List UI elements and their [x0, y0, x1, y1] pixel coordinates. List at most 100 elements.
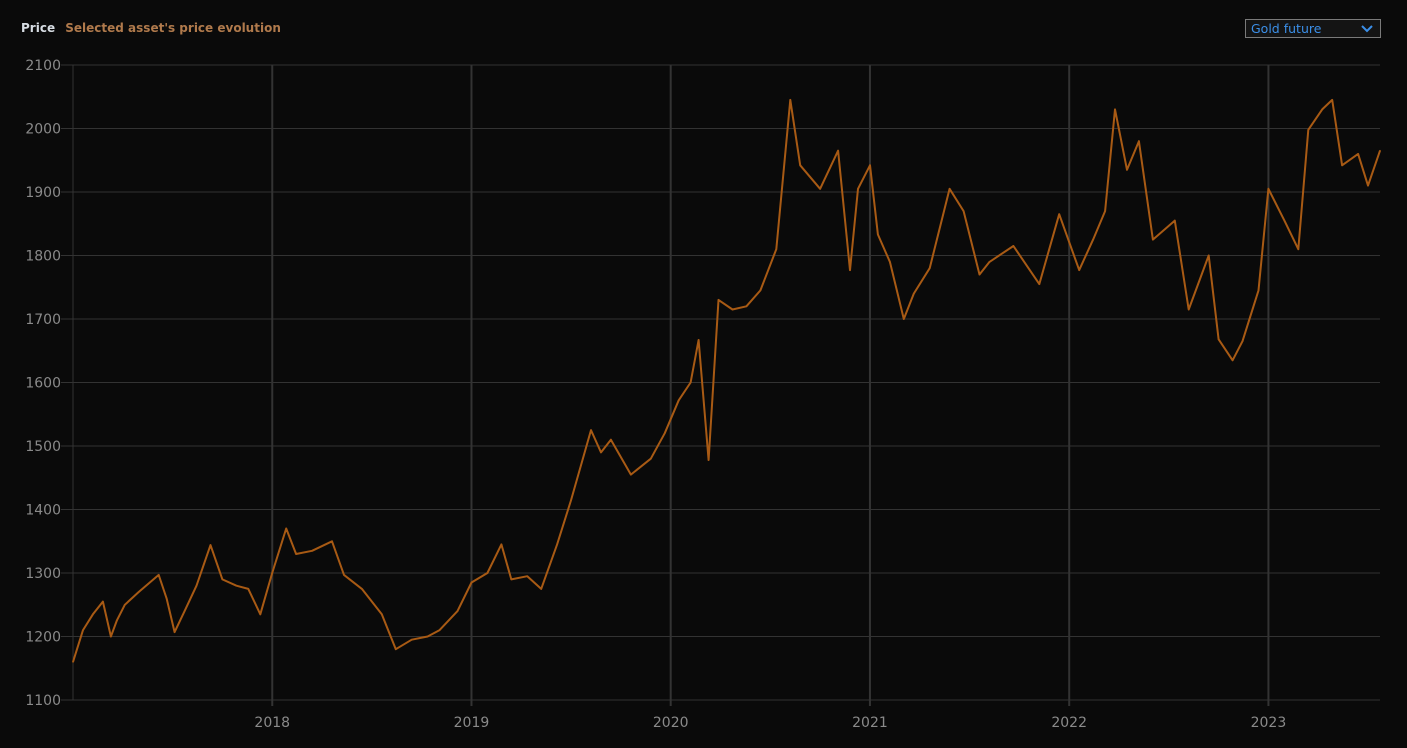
- asset-select[interactable]: Gold future: [1245, 19, 1381, 38]
- price-point: [630, 473, 632, 476]
- price-point: [470, 581, 473, 584]
- price-point: [1104, 210, 1106, 212]
- price-point: [1092, 238, 1094, 241]
- price-point: [948, 188, 951, 190]
- price-point: [1138, 140, 1140, 142]
- price-point: [707, 459, 710, 461]
- price-point: [1297, 248, 1300, 250]
- price-point: [1241, 340, 1244, 343]
- price-point: [570, 499, 572, 501]
- y-tick-label: 2100: [25, 58, 61, 74]
- x-tick-label: 2023: [1251, 715, 1287, 731]
- price-point: [311, 549, 313, 552]
- price-point: [1038, 283, 1041, 285]
- price-point: [1331, 99, 1333, 101]
- price-point: [500, 543, 503, 546]
- price-point: [124, 603, 126, 606]
- x-tick-label: 2022: [1051, 715, 1087, 731]
- price-point: [82, 629, 84, 631]
- price-point: [697, 339, 700, 341]
- price-point: [789, 99, 792, 101]
- price-point: [116, 619, 118, 622]
- price-point: [486, 572, 489, 574]
- price-point: [912, 292, 915, 295]
- price-point: [526, 575, 529, 577]
- price-point: [285, 527, 287, 530]
- price-point: [717, 299, 720, 301]
- price-point: [102, 600, 104, 603]
- price-point: [1114, 108, 1116, 111]
- price-point: [978, 273, 981, 276]
- price-point: [394, 648, 397, 650]
- price-point: [173, 631, 176, 633]
- asset-select-value: Gold future: [1251, 21, 1322, 36]
- price-point: [410, 638, 413, 641]
- price-point: [610, 438, 612, 441]
- price-point: [759, 289, 762, 292]
- price-point: [677, 399, 680, 402]
- price-point: [1217, 338, 1220, 341]
- price-point: [799, 164, 802, 167]
- chart-subtitle: Selected asset's price evolution: [65, 21, 281, 35]
- price-point: [1173, 219, 1176, 222]
- price-point: [165, 597, 168, 600]
- price-point: [988, 261, 991, 263]
- chevron-down-icon: [1361, 20, 1373, 42]
- y-tick-label: 1400: [25, 503, 61, 519]
- x-tick-label: 2019: [454, 715, 490, 731]
- price-point: [1357, 153, 1359, 155]
- price-point: [510, 578, 513, 581]
- price-point: [1012, 245, 1015, 247]
- price-point: [1058, 213, 1061, 216]
- price-point: [1126, 168, 1128, 171]
- price-point: [540, 588, 543, 590]
- price-point: [1267, 188, 1270, 190]
- y-tick-label: 2000: [25, 122, 61, 138]
- price-point: [775, 248, 778, 250]
- price-point: [183, 610, 186, 612]
- price-line: [72, 98, 1381, 663]
- price-point: [889, 261, 891, 263]
- price-point: [1078, 269, 1080, 271]
- price-point: [72, 661, 74, 663]
- price-point: [731, 308, 734, 311]
- price-point: [456, 610, 459, 612]
- price-point: [209, 544, 212, 546]
- y-tick-label: 1800: [25, 249, 61, 265]
- price-point: [157, 574, 160, 576]
- price-point: [331, 540, 333, 543]
- price-point: [819, 188, 821, 190]
- price-point: [1207, 254, 1210, 257]
- price-point: [1152, 238, 1154, 241]
- price-point: [689, 381, 692, 384]
- price-point: [857, 188, 859, 190]
- price-point: [195, 584, 198, 587]
- price-point: [1307, 128, 1310, 131]
- price-point: [361, 588, 363, 590]
- price-point: [92, 613, 94, 616]
- price-point: [649, 457, 652, 460]
- price-point: [590, 429, 592, 431]
- price-point: [426, 635, 429, 638]
- x-tick-label: 2020: [653, 715, 689, 731]
- price-point: [849, 269, 851, 271]
- price-point: [381, 613, 383, 616]
- y-tick-label: 1200: [25, 630, 61, 646]
- price-point: [1257, 289, 1260, 292]
- price-point: [343, 574, 345, 576]
- price-point: [271, 572, 274, 574]
- price-point: [928, 267, 931, 270]
- price-point: [1367, 184, 1369, 187]
- price-point: [1379, 149, 1381, 152]
- price-point: [962, 210, 965, 212]
- price-point: [877, 233, 879, 236]
- price-point: [438, 629, 441, 631]
- price-point: [259, 613, 262, 616]
- chart-header: Price Selected asset's price evolution: [21, 21, 281, 35]
- price-point: [837, 149, 839, 152]
- price-point: [600, 451, 602, 454]
- price-point: [1321, 108, 1324, 111]
- price-point: [903, 318, 905, 320]
- price-point: [221, 578, 224, 581]
